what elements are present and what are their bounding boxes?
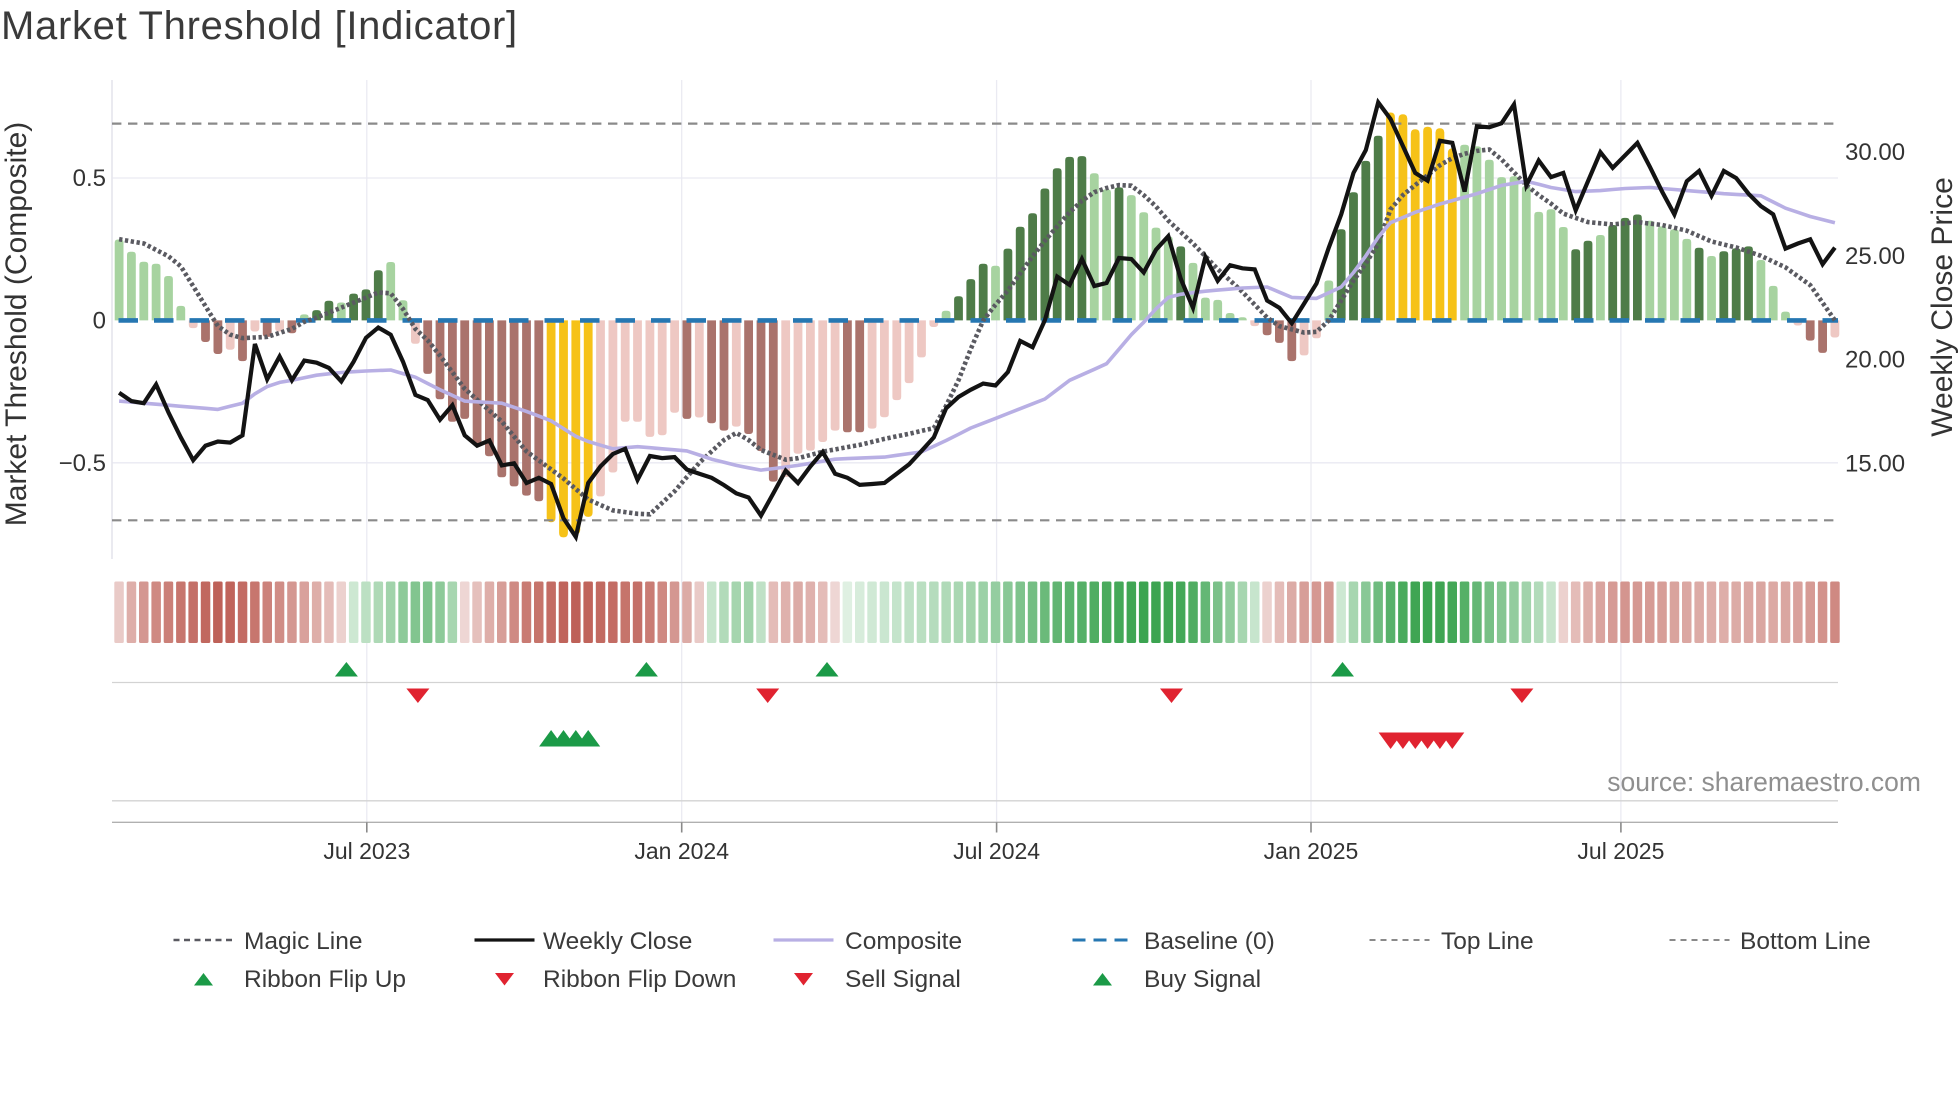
svg-text:30.00: 30.00 [1845,139,1905,166]
svg-text:Top Line: Top Line [1441,928,1534,955]
svg-text:Sell Signal: Sell Signal [845,966,961,993]
svg-text:0: 0 [93,307,106,334]
svg-text:−0.5: −0.5 [59,450,106,477]
svg-text:source: sharemaestro.com: source: sharemaestro.com [1607,767,1921,797]
svg-text:Market Threshold (Composite): Market Threshold (Composite) [0,122,33,527]
svg-text:Magic Line: Magic Line [244,928,362,955]
svg-text:Ribbon Flip Up: Ribbon Flip Up [244,966,406,993]
svg-text:Market Threshold [Indicator]: Market Threshold [Indicator] [1,4,518,48]
svg-text:Composite: Composite [845,928,962,955]
svg-text:0.5: 0.5 [73,165,106,192]
svg-text:Jul 2023: Jul 2023 [323,838,410,864]
svg-text:Baseline (0): Baseline (0) [1144,928,1275,955]
svg-text:15.00: 15.00 [1845,450,1905,477]
svg-text:25.00: 25.00 [1845,243,1905,270]
svg-text:Jul 2024: Jul 2024 [953,838,1040,864]
svg-text:Jan 2025: Jan 2025 [1264,838,1359,864]
svg-text:Ribbon Flip Down: Ribbon Flip Down [543,966,736,993]
svg-text:Jan 2024: Jan 2024 [634,838,729,864]
svg-text:Weekly Close: Weekly Close [543,928,692,955]
svg-text:Weekly Close Price: Weekly Close Price [1926,177,1959,437]
svg-text:Buy Signal: Buy Signal [1144,966,1261,993]
svg-text:20.00: 20.00 [1845,347,1905,374]
svg-text:Bottom Line: Bottom Line [1740,928,1871,955]
svg-text:Jul 2025: Jul 2025 [1577,838,1664,864]
